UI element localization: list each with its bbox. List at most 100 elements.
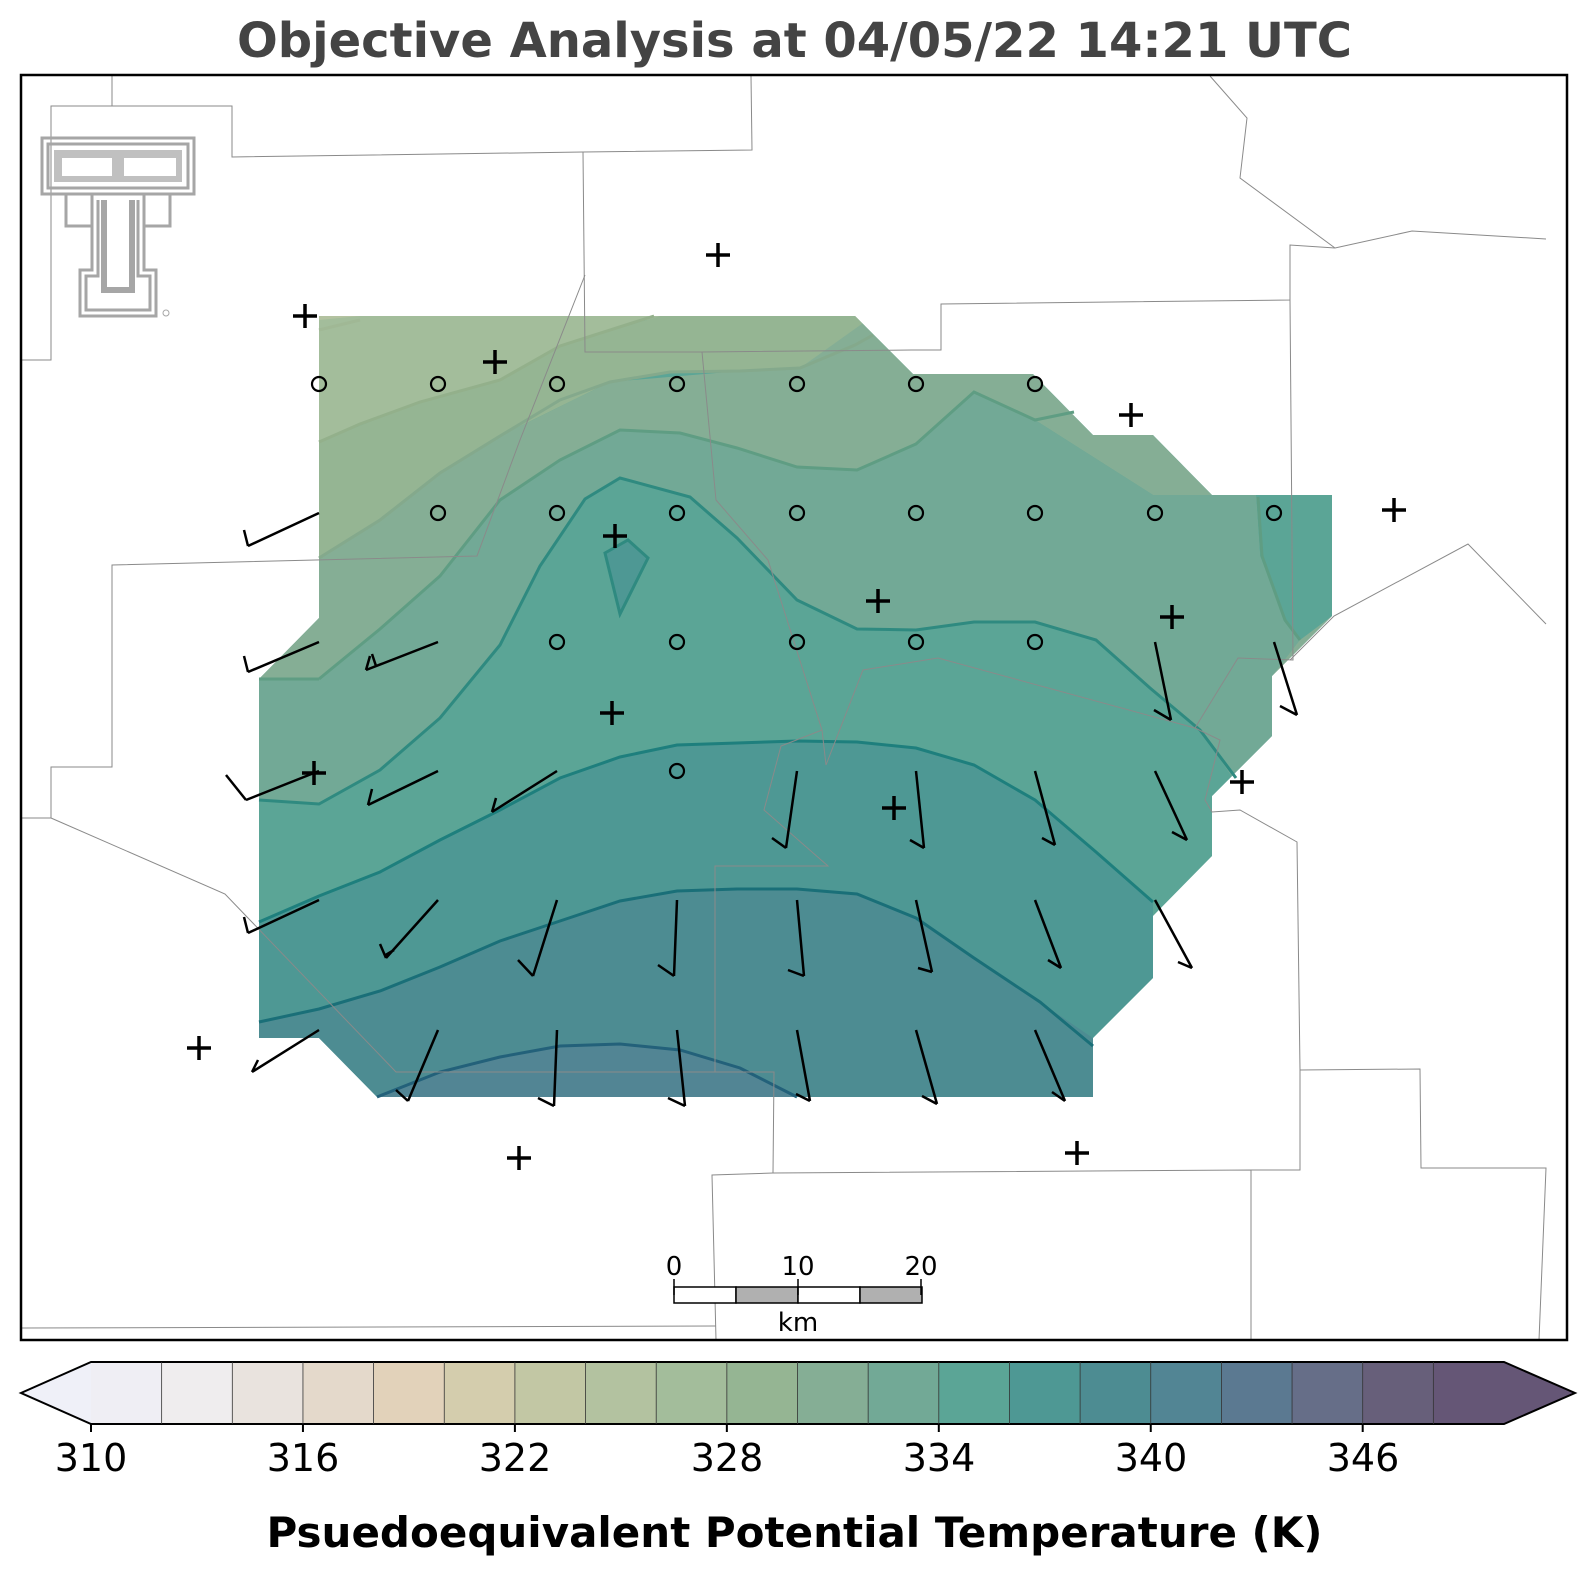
map-frame xyxy=(19,73,1569,1342)
calm-station xyxy=(1265,504,1283,522)
wind-barbs xyxy=(225,511,1299,1108)
wind-barb xyxy=(364,640,439,672)
wind-barb xyxy=(1033,899,1063,970)
band-336 xyxy=(259,889,1093,1097)
calm-station xyxy=(668,375,686,393)
colorbar-segment xyxy=(1080,1362,1152,1424)
calm-station xyxy=(548,375,566,393)
colorbar-segment xyxy=(373,1362,445,1424)
calm-wind-markers xyxy=(310,375,1283,780)
colorbar-ticks xyxy=(90,1362,1434,1432)
colorbar-segment xyxy=(1009,1362,1081,1424)
calm-station xyxy=(668,762,686,780)
chart-title: Objective Analysis at 04/05/22 14:21 UTC xyxy=(237,13,1352,69)
colorbar-segment xyxy=(726,1362,799,1424)
county-boundaries xyxy=(20,75,1547,1341)
colorbar-extend-high xyxy=(1504,1362,1575,1424)
band-324 xyxy=(319,316,660,442)
wind-barb xyxy=(771,770,799,850)
station-plus xyxy=(1382,498,1406,522)
station-markers xyxy=(187,243,1406,1170)
colorbar-segment xyxy=(91,1362,163,1424)
band-332 xyxy=(259,478,1234,922)
scale-label-0: 0 xyxy=(666,1252,683,1282)
colorbar-segment xyxy=(232,1362,304,1424)
calm-station xyxy=(548,633,566,651)
calm-station xyxy=(788,504,806,522)
station-plus xyxy=(293,304,317,328)
wind-barb xyxy=(1153,899,1194,970)
colorbar-segment xyxy=(938,1362,1011,1424)
colorbar-tick-label: 328 xyxy=(690,1436,764,1480)
wind-barb xyxy=(242,898,320,935)
scale-unit: km xyxy=(778,1308,818,1338)
wind-barb xyxy=(517,899,559,977)
station-plus xyxy=(483,350,507,374)
colorbar-tick-label: 340 xyxy=(1114,1436,1188,1480)
contour-332 xyxy=(258,476,1238,806)
colorbar-segment xyxy=(656,1362,728,1424)
wind-barb xyxy=(914,899,934,974)
wind-barb xyxy=(657,899,679,978)
wind-barb xyxy=(1033,770,1057,847)
station-plus xyxy=(1160,605,1184,629)
station-plus xyxy=(882,796,906,820)
band-326 xyxy=(319,316,873,558)
calm-station xyxy=(907,633,925,651)
colorbar-segment xyxy=(514,1362,587,1424)
colorbar-label: Psuedoequivalent Potential Temperature (… xyxy=(266,1508,1323,1557)
scale-label-20: 20 xyxy=(904,1252,937,1282)
theta-e-contours xyxy=(258,314,1302,1099)
calm-station xyxy=(668,504,686,522)
wind-barb xyxy=(787,899,806,978)
calm-station xyxy=(788,633,806,651)
colorbar-segment xyxy=(797,1362,869,1424)
contour-326 xyxy=(318,314,655,444)
wind-barb xyxy=(1153,770,1189,842)
wind-barb xyxy=(1033,1029,1067,1103)
contour-324 xyxy=(318,318,361,332)
scale-bar: 0 10 20 km xyxy=(666,1252,938,1338)
band-330 xyxy=(259,392,1300,804)
colorbar-segment xyxy=(1150,1362,1222,1424)
wind-barb xyxy=(1272,641,1299,717)
station-plus xyxy=(1119,403,1143,427)
calm-station xyxy=(1026,633,1044,651)
station-plus xyxy=(1065,1141,1089,1165)
colorbar-segment xyxy=(444,1362,516,1424)
colorbar-extend-low xyxy=(21,1362,91,1424)
colorbar-tick-label: 322 xyxy=(478,1436,552,1480)
colorbar-segment xyxy=(1362,1362,1434,1424)
calm-station xyxy=(1026,375,1044,393)
wind-barb xyxy=(1153,641,1173,722)
wind-barb xyxy=(909,770,926,850)
calm-station xyxy=(1026,504,1044,522)
colorbar-segment xyxy=(161,1362,233,1424)
calm-station xyxy=(429,504,447,522)
calm-station xyxy=(310,375,328,393)
colorbar-tick-label: 310 xyxy=(54,1436,128,1480)
calm-station xyxy=(788,375,806,393)
colorbar-segment xyxy=(1221,1362,1293,1424)
wind-barb xyxy=(490,769,558,814)
wind-barb xyxy=(667,1029,687,1108)
wind-barb xyxy=(250,1028,320,1074)
station-plus xyxy=(507,1146,531,1170)
station-plus xyxy=(866,589,890,613)
wind-barb xyxy=(395,1029,440,1102)
colorbar-segment xyxy=(585,1362,657,1424)
colorbar-tick-label: 316 xyxy=(266,1436,340,1480)
wind-barb xyxy=(378,899,439,959)
wind-barb xyxy=(225,769,320,802)
contour-334 xyxy=(258,739,1154,924)
calm-station xyxy=(429,375,447,393)
scale-label-10: 10 xyxy=(781,1252,814,1282)
wind-barb xyxy=(366,769,439,807)
station-plus xyxy=(187,1036,211,1060)
colorbar-tick-label: 334 xyxy=(902,1436,976,1480)
calm-station xyxy=(907,504,925,522)
station-plus xyxy=(1230,770,1254,794)
wind-barb xyxy=(537,1029,559,1108)
wind-barb xyxy=(242,640,320,674)
